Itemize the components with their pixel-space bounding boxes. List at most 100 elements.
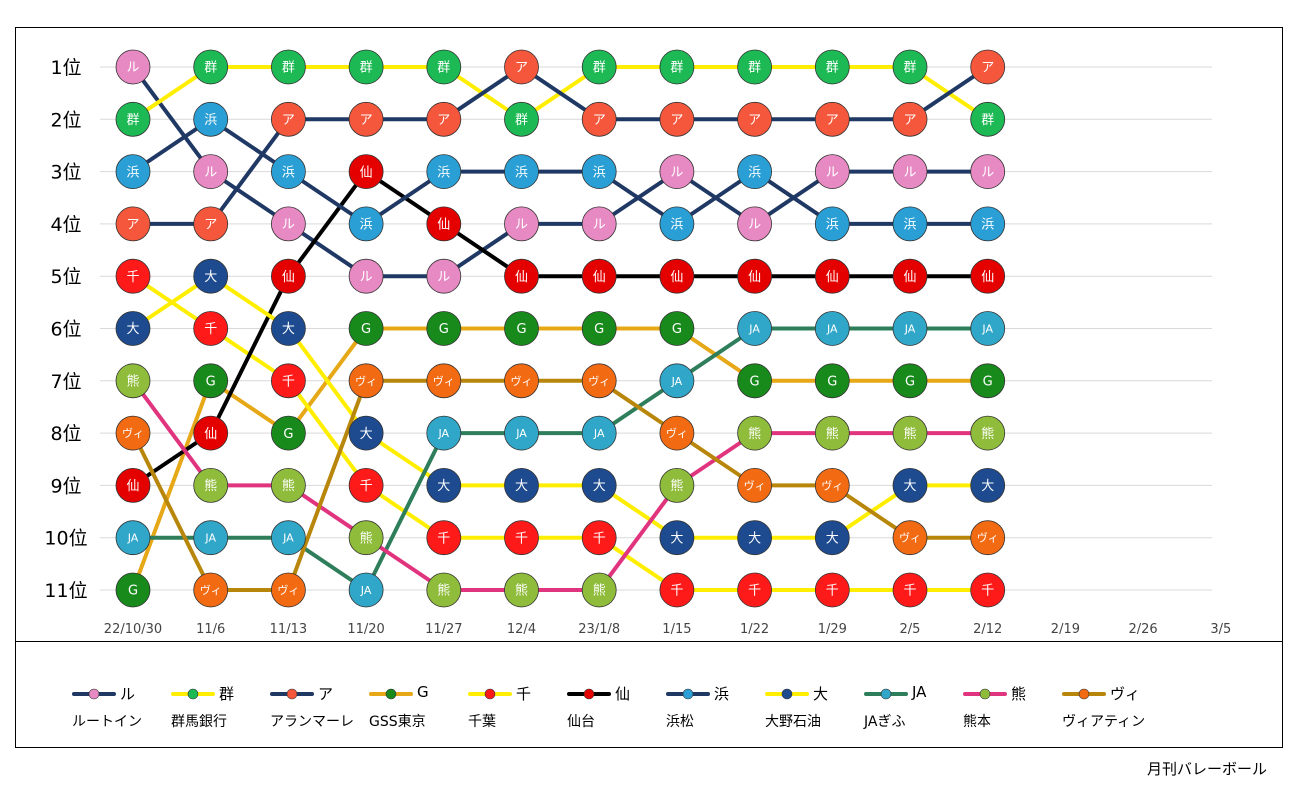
point-marker (892, 206, 928, 242)
legend-team-name: 熊本 (963, 714, 991, 730)
x-tick-label: 11/13 (270, 622, 307, 637)
point-群: 群 (115, 101, 151, 137)
point-marker (737, 206, 772, 242)
x-tick-label: 1/15 (662, 622, 691, 637)
point-label: ヴィ (355, 374, 377, 388)
point-label: G (283, 427, 293, 442)
point-大: 大 (270, 311, 306, 346)
legend-symbol: 千 (516, 685, 532, 703)
point-marker (892, 363, 928, 399)
point-label: 千 (437, 531, 450, 546)
point-label: 千 (903, 584, 916, 599)
point-ル: ル (193, 154, 229, 190)
point-marker (814, 49, 850, 85)
point-label: ヴィ (122, 426, 144, 440)
point-marker (892, 467, 928, 503)
point-label: 浜 (282, 165, 295, 180)
legend-dot (88, 688, 100, 700)
point-marker (970, 311, 1006, 346)
point-marker (970, 101, 1006, 137)
point-label: 群 (204, 61, 217, 76)
point-label: JA (593, 427, 605, 440)
point-marker (814, 154, 850, 190)
point-群: 群 (814, 49, 850, 85)
legend-swatch (765, 688, 809, 700)
point-G: G (814, 363, 850, 399)
point-marker (193, 154, 229, 190)
x-tick-label: 12/4 (507, 622, 536, 637)
point-label: 千 (126, 270, 139, 285)
point-label: 群 (670, 61, 683, 76)
x-tick-label: 11/20 (347, 622, 384, 637)
point-marker (737, 467, 772, 503)
point-label: 群 (515, 113, 528, 128)
point-marker (193, 49, 229, 85)
x-tick-label: 3/5 (1210, 622, 1231, 637)
point-浜: 浜 (892, 206, 928, 242)
legend-team-name: ヴィアティン (1062, 714, 1146, 730)
point-label: 大 (204, 270, 217, 285)
x-tick-label: 1/29 (818, 622, 847, 637)
point-大: 大 (426, 467, 462, 503)
point-ア: ア (426, 101, 462, 137)
point-marker (270, 206, 306, 242)
point-熊: 熊 (814, 415, 850, 451)
legend-symbol: 浜 (714, 685, 730, 703)
point-ヴィ: ヴィ (504, 363, 539, 399)
point-千: 千 (504, 520, 539, 556)
point-ヴィ: ヴィ (193, 572, 229, 608)
legend-team-name: ルートイン (72, 714, 142, 730)
point-ル: ル (814, 154, 850, 190)
point-marker (581, 467, 617, 503)
point-label: ル (437, 270, 450, 285)
legend-symbol: G (417, 683, 429, 701)
point-ア: ア (581, 101, 617, 137)
y-tick-label: 6位 (50, 319, 81, 341)
point-marker (115, 206, 151, 242)
point-熊: 熊 (581, 572, 617, 608)
point-仙: 仙 (426, 206, 462, 242)
point-JA: JA (814, 311, 850, 346)
legend-entry-群: 群群馬銀行 (171, 684, 286, 734)
point-label: 熊 (826, 426, 839, 442)
point-label: 千 (282, 374, 295, 389)
point-仙: 仙 (892, 258, 928, 294)
point-label: 千 (826, 584, 839, 599)
y-tick-label: 5位 (50, 266, 81, 288)
point-ル: ル (115, 49, 151, 85)
x-tick-label: 2/26 (1128, 622, 1157, 637)
point-label: 熊 (282, 478, 295, 494)
point-marker (193, 572, 229, 608)
point-marker (270, 572, 306, 608)
point-label: 仙 (826, 270, 839, 285)
point-marker (892, 258, 928, 294)
point-marker (504, 363, 539, 399)
point-浜: 浜 (581, 154, 617, 190)
point-JA: JA (737, 311, 772, 346)
point-label: G (516, 322, 526, 337)
legend-team-name: JAぎふ (864, 714, 906, 730)
point-浜: 浜 (814, 206, 850, 242)
point-label: 千 (981, 584, 994, 599)
point-marker (193, 258, 229, 294)
point-marker (814, 101, 850, 137)
point-ル: ル (504, 206, 539, 242)
y-tick-label: 4位 (50, 214, 81, 236)
point-G: G (659, 311, 695, 346)
point-marker (814, 311, 850, 346)
point-ア: ア (504, 49, 539, 85)
point-marker (115, 415, 151, 451)
point-label: G (672, 322, 682, 337)
point-label: 仙 (748, 270, 761, 285)
point-marker (970, 415, 1006, 451)
point-label: ル (748, 218, 761, 233)
point-label: 群 (748, 61, 761, 76)
point-marker (581, 415, 617, 451)
legend-entry-仙: 仙仙台 (567, 684, 682, 734)
point-label: G (905, 374, 915, 389)
legend-dot (286, 688, 298, 700)
point-大: 大 (581, 467, 617, 503)
point-千: 千 (348, 467, 384, 503)
point-ア: ア (193, 206, 229, 242)
point-label: ア (748, 113, 761, 128)
